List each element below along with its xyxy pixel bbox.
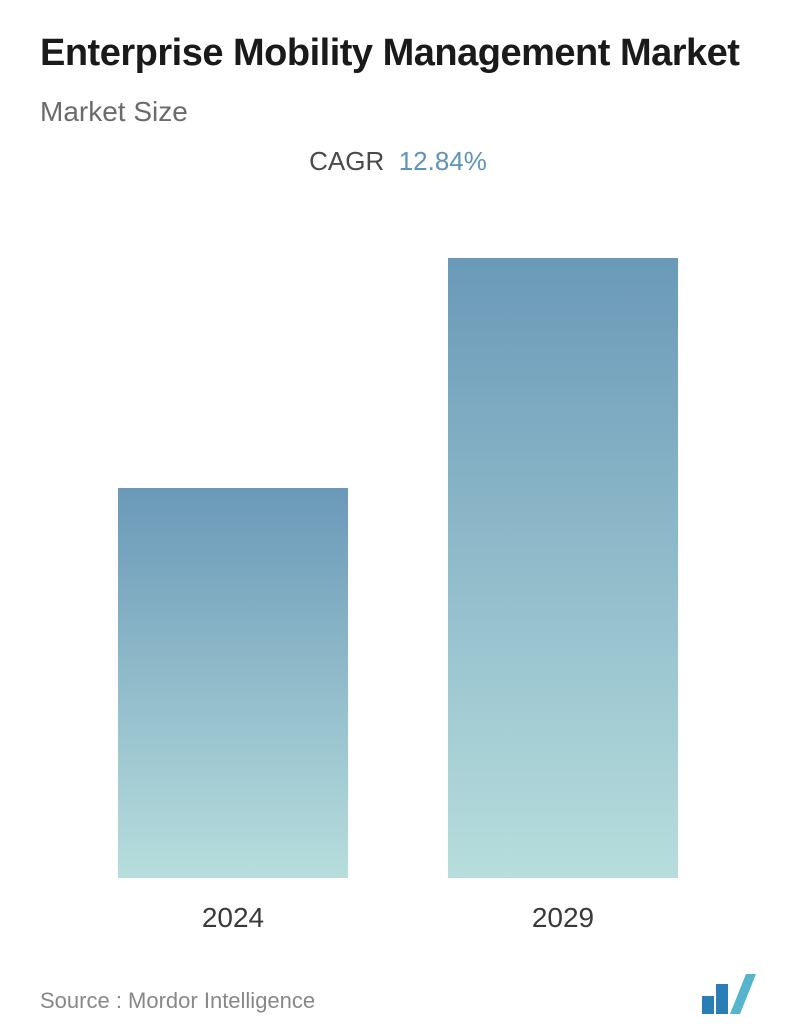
subtitle: Market Size [40, 96, 756, 128]
bar-1 [448, 258, 678, 878]
logo-slash [730, 974, 756, 1014]
page-title: Enterprise Mobility Management Market [40, 30, 756, 78]
bar-0 [118, 488, 348, 878]
bar-group-1: 2029 [448, 258, 678, 934]
cagr-value: 12.84% [399, 146, 487, 176]
cagr-label: CAGR [309, 146, 384, 176]
cagr-row: CAGR 12.84% [40, 146, 756, 177]
source-text: Source : Mordor Intelligence [40, 988, 315, 1014]
footer: Source : Mordor Intelligence [40, 964, 756, 1014]
chart-container: Enterprise Mobility Management Market Ma… [0, 0, 796, 1034]
bar-label-1: 2029 [532, 902, 594, 934]
logo-bar-2 [716, 984, 728, 1014]
brand-logo [702, 974, 756, 1014]
bar-chart: 2024 2029 [40, 177, 756, 935]
bar-group-0: 2024 [118, 488, 348, 934]
bar-label-0: 2024 [202, 902, 264, 934]
logo-bar-1 [702, 996, 714, 1014]
